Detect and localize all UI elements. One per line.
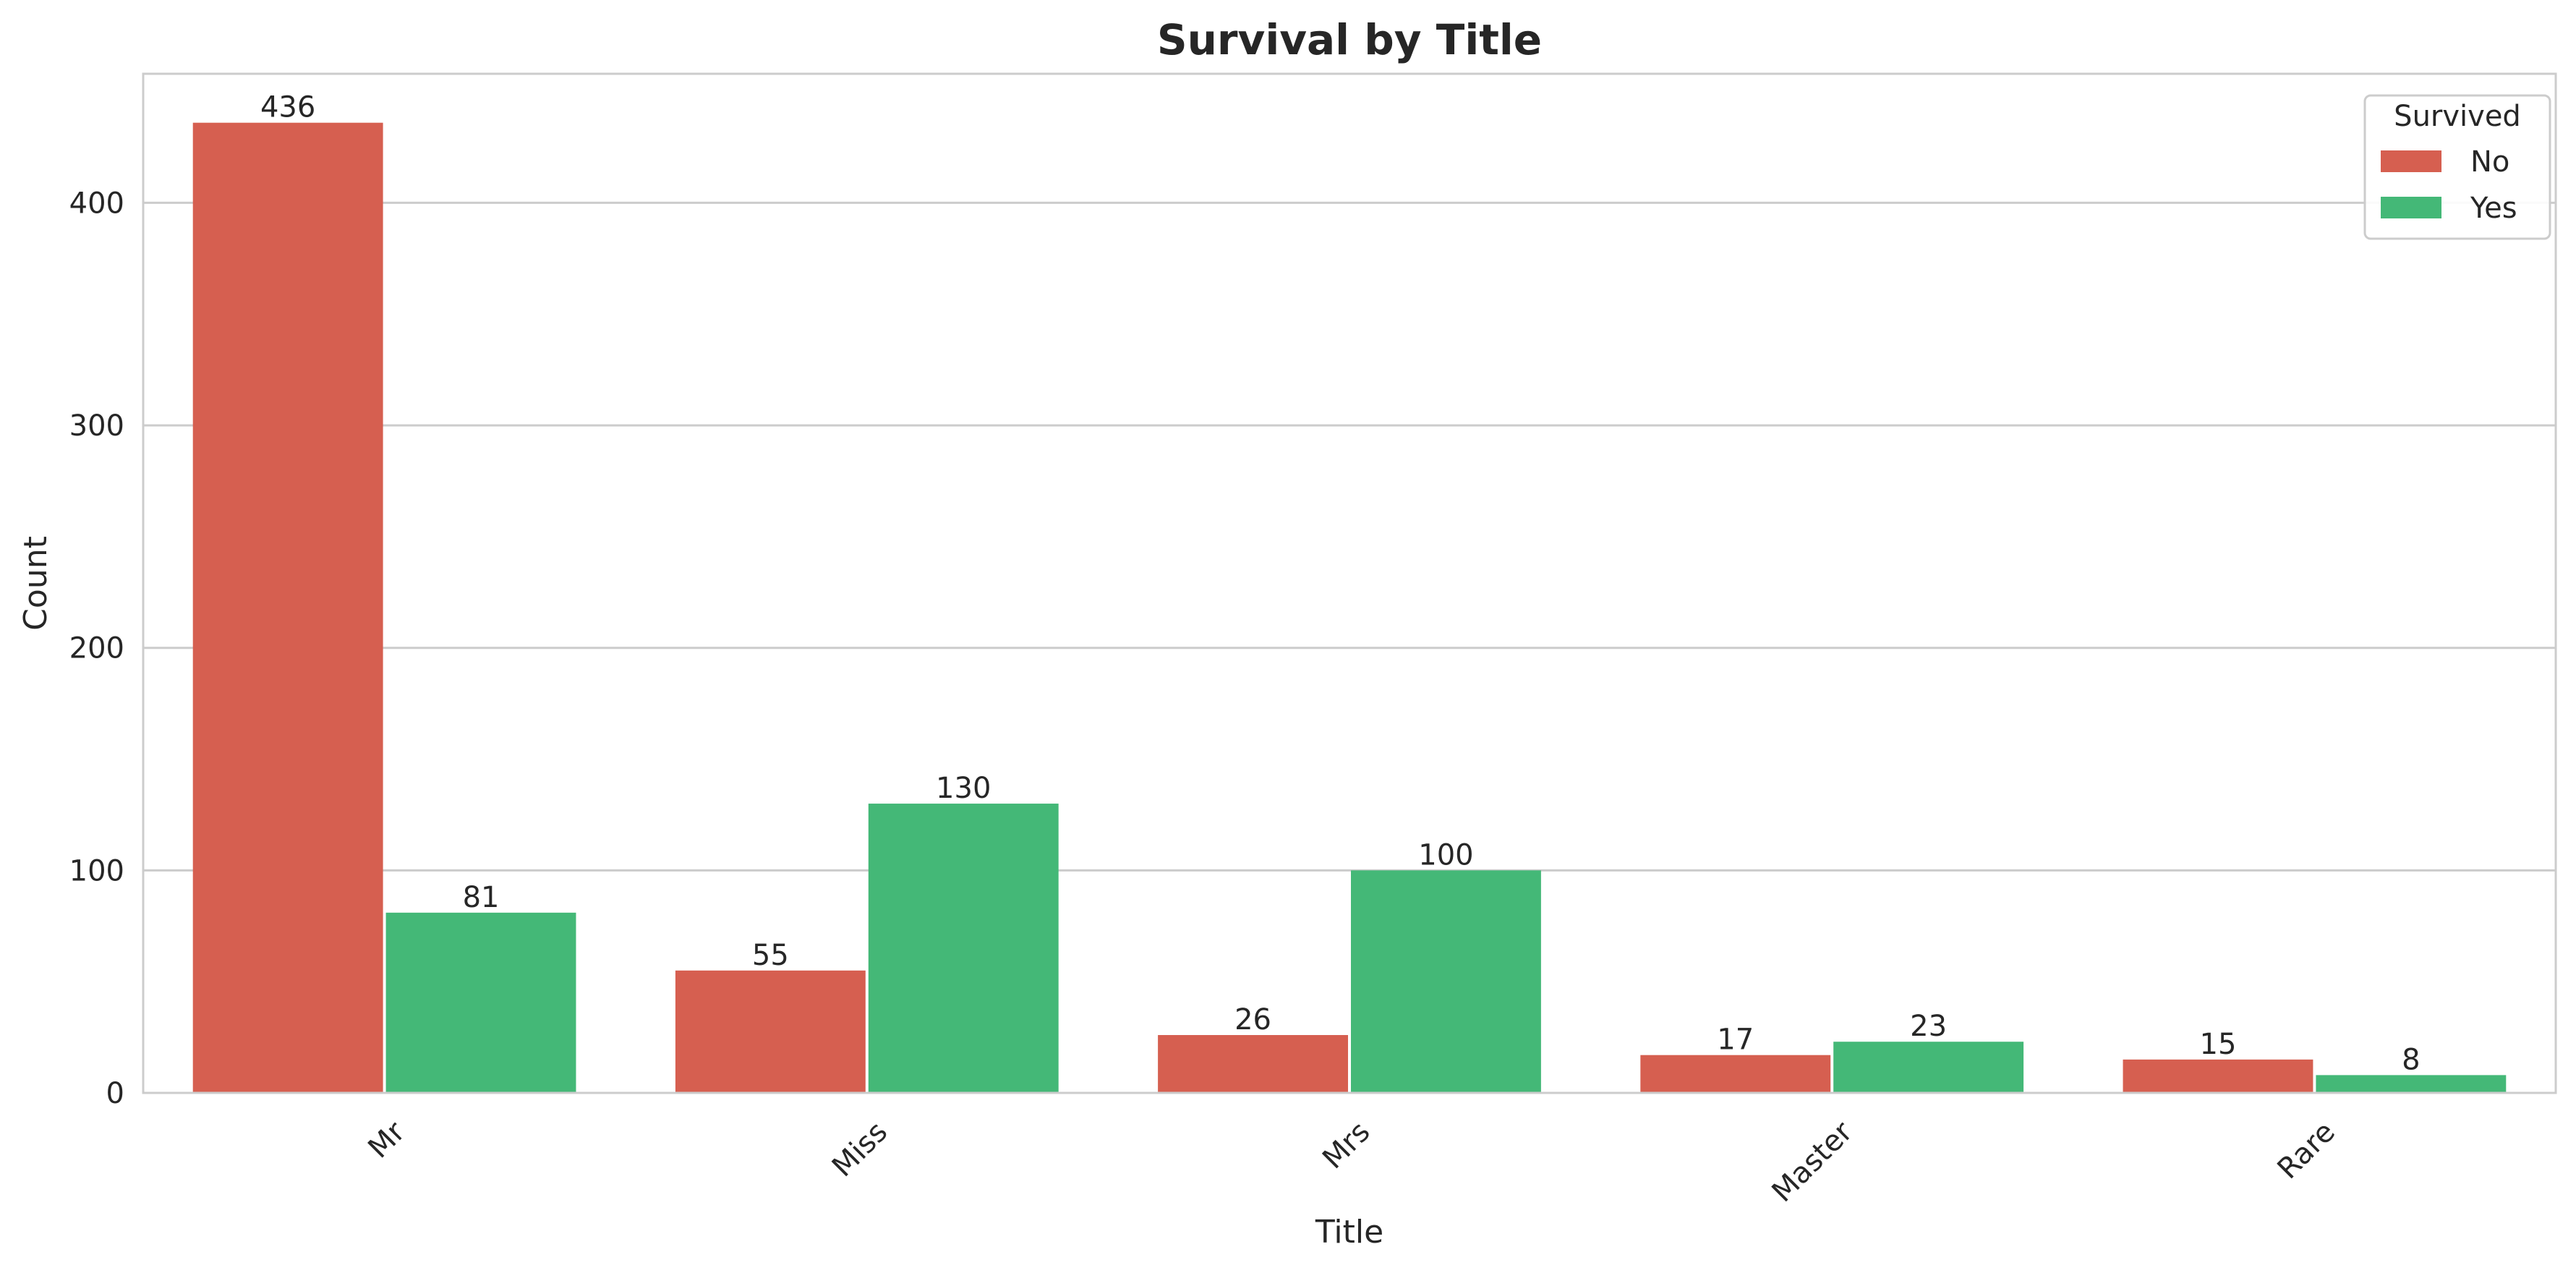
bar-no xyxy=(2123,1059,2313,1093)
legend[interactable]: Survived No Yes xyxy=(2363,94,2551,240)
plot-frame xyxy=(142,72,2557,1094)
y-axis-label: Count xyxy=(17,536,54,631)
bar-value-label: 26 xyxy=(1234,1003,1271,1036)
bar-value-label: 17 xyxy=(1717,1023,1754,1057)
y-axis-ticks: 0 100 200 300 400 xyxy=(69,187,124,1110)
y-tick-label: 100 xyxy=(69,854,124,887)
bar-yes xyxy=(1351,870,1541,1093)
chart-title: Survival by Title xyxy=(1157,15,1542,64)
legend-title: Survived xyxy=(2394,100,2521,133)
y-tick-label: 300 xyxy=(69,409,124,443)
bar-value-label: 55 xyxy=(752,939,789,972)
x-axis-label: Title xyxy=(1315,1214,1383,1251)
bar-yes xyxy=(385,912,576,1093)
bars xyxy=(192,122,2507,1093)
bar-value-label: 81 xyxy=(463,881,500,914)
y-tick-label: 400 xyxy=(69,187,124,220)
y-tick-label: 0 xyxy=(106,1077,124,1110)
bar-yes xyxy=(2316,1075,2507,1093)
bar-value-label: 8 xyxy=(2402,1043,2420,1076)
legend-label-yes: Yes xyxy=(2470,192,2517,225)
legend-swatch-yes xyxy=(2381,197,2441,218)
legend-swatch-no xyxy=(2381,150,2441,172)
bar-value-labels: 436 81 55 130 26 100 17 23 15 8 xyxy=(260,91,2421,1077)
bar-no xyxy=(192,122,383,1093)
bar-value-label: 100 xyxy=(1418,838,1473,872)
y-tick-label: 200 xyxy=(69,632,124,665)
bar-no xyxy=(675,970,866,1093)
bar-no xyxy=(1640,1055,1831,1093)
bar-no xyxy=(1158,1035,1348,1093)
legend-label-no: No xyxy=(2470,145,2509,179)
bar-yes xyxy=(868,804,1059,1093)
bar-value-label: 23 xyxy=(1910,1010,1947,1043)
bar-yes xyxy=(1833,1042,2024,1093)
bar-value-label: 436 xyxy=(260,91,315,124)
bar-value-label: 15 xyxy=(2200,1028,2237,1061)
bar-value-label: 130 xyxy=(936,772,991,805)
